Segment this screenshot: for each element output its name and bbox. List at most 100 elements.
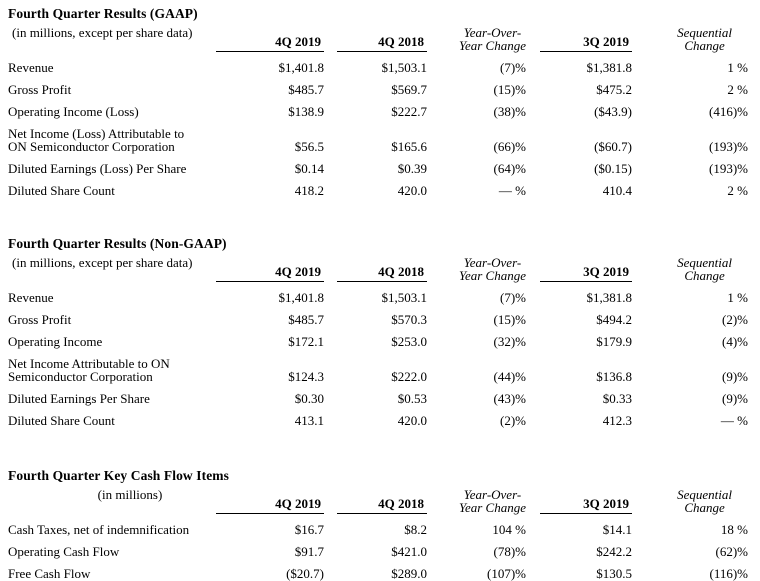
row-label: Diluted Share Count <box>8 183 115 198</box>
cell-value: $0.39 <box>397 161 427 176</box>
cell-value: (4)% <box>722 334 748 349</box>
column-header: 4Q 2019 <box>216 265 324 282</box>
row-label: Diluted Share Count <box>8 413 115 428</box>
cell-value: (15)% <box>493 82 527 97</box>
column-header: Sequential Change <box>632 488 748 514</box>
column-header-label: Year-Over- Year Change <box>458 25 526 53</box>
cell-value: $16.7 <box>294 522 324 537</box>
cell-value: $165.6 <box>391 139 427 154</box>
cell-value: 420.0 <box>397 183 427 198</box>
cell-value: 1 % <box>727 290 748 305</box>
cell-value: 2 % <box>727 183 748 198</box>
table-row: Operating Income (Loss) $138.9 $222.7 (38)%… <box>8 96 748 118</box>
cell-value: $289.0 <box>391 566 427 581</box>
cell-value: $485.7 <box>288 82 324 97</box>
column-header: Year-Over- Year Change <box>427 488 526 514</box>
cell-value: $1,401.8 <box>278 290 325 305</box>
table-cash-flow-items: Fourth Quarter Key Cash Flow Items (in mi… <box>8 468 749 581</box>
cell-value: $475.2 <box>596 82 632 97</box>
cell-value: (32)% <box>493 334 527 349</box>
cell-value: $0.30 <box>294 391 324 406</box>
cell-value: $136.8 <box>596 369 632 384</box>
cell-value: (107)% <box>487 566 526 581</box>
row-label: Free Cash Flow <box>8 566 91 581</box>
cell-value: — % <box>498 183 526 198</box>
cell-value: ($43.9) <box>594 104 632 119</box>
table-row: Diluted Earnings Per Share $0.30 $0.53 (43)… <box>8 383 748 405</box>
cell-value: $494.2 <box>596 312 632 327</box>
cell-value: $56.5 <box>294 139 324 154</box>
cell-value: $172.1 <box>288 334 324 349</box>
table-header-row: (in millions) 4Q 2019 4Q 2018 Year-Over- Ye… <box>8 488 748 514</box>
table-row: Gross Profit $485.7 $570.3 (15)% $494.2 (2)% <box>8 304 748 326</box>
cell-value: 2 % <box>727 82 748 97</box>
cell-value: $222.7 <box>391 104 427 119</box>
column-header: 3Q 2019 <box>540 265 632 282</box>
cell-value: $1,381.8 <box>586 290 633 305</box>
column-header: 3Q 2019 <box>540 497 632 514</box>
cell-value: (64)% <box>493 161 527 176</box>
cell-value: $222.0 <box>391 369 427 384</box>
table-row: Free Cash Flow ($20.7) $289.0 (107)% $130.5 (… <box>8 558 748 580</box>
table-title: Fourth Quarter Key Cash Flow Items <box>8 468 230 483</box>
cell-value: (416)% <box>709 104 748 119</box>
table-row: Gross Profit $485.7 $569.7 (15)% $475.2 2 % <box>8 74 748 96</box>
row-label: Operating Income (Loss) <box>8 104 139 119</box>
cell-value: $138.9 <box>288 104 324 119</box>
column-header-label: Sequential Change <box>677 25 732 53</box>
table-row: Operating Income $172.1 $253.0 (32)% $179.9 (… <box>8 326 748 348</box>
cell-value: (116)% <box>709 566 748 581</box>
column-header: Year-Over- Year Change <box>427 256 526 282</box>
cell-value: $130.5 <box>596 566 632 581</box>
cell-value: (9)% <box>722 391 748 406</box>
row-label: Diluted Earnings (Loss) Per Share <box>8 161 187 176</box>
column-header: Sequential Change <box>632 256 748 282</box>
cell-value: (78)% <box>493 544 527 559</box>
cell-value: $421.0 <box>391 544 427 559</box>
row-label: Revenue <box>8 60 54 75</box>
cell-value: $242.2 <box>596 544 632 559</box>
cell-value: $485.7 <box>288 312 324 327</box>
cell-value: $124.3 <box>288 369 324 384</box>
cell-value: (66)% <box>493 139 527 154</box>
table-row: Net Income (Loss) Attributable to ON Sem… <box>8 118 748 153</box>
cell-value: 413.1 <box>294 413 324 428</box>
cell-value: $0.14 <box>294 161 324 176</box>
column-header: 4Q 2019 <box>216 497 324 514</box>
cell-value: ($60.7) <box>594 139 632 154</box>
cell-value: (2)% <box>722 312 748 327</box>
row-label: Net Income (Loss) Attributable to ON Sem… <box>8 126 185 154</box>
column-header: 4Q 2019 <box>216 35 324 52</box>
table-row: Diluted Earnings (Loss) Per Share $0.14 $0… <box>8 153 748 175</box>
column-header: Year-Over- Year Change <box>427 26 526 52</box>
table-subtitle: (in millions, except per share data) <box>12 25 193 40</box>
table-row: Revenue $1,401.8 $1,503.1 (7)% $1,381.8 1 % <box>8 282 748 304</box>
cell-value: 1 % <box>727 60 748 75</box>
cell-value: $253.0 <box>391 334 427 349</box>
table-header-row: (in millions, except per share data) 4Q 2… <box>8 26 748 52</box>
table-row: Revenue $1,401.8 $1,503.1 (7)% $1,381.8 1 % <box>8 52 748 74</box>
cell-value: (62)% <box>715 544 749 559</box>
column-header: 4Q 2018 <box>337 35 427 52</box>
cell-value: $569.7 <box>391 82 427 97</box>
column-header-label: Year-Over- Year Change <box>458 255 526 283</box>
column-header-label: Sequential Change <box>677 487 732 515</box>
cell-value: (7)% <box>500 60 526 75</box>
cell-value: $91.7 <box>294 544 324 559</box>
cell-value: 104 % <box>492 522 526 537</box>
cell-value: ($0.15) <box>594 161 632 176</box>
cell-value: $0.33 <box>602 391 632 406</box>
table-non-gaap-results: Fourth Quarter Results (Non-GAAP) (in mil… <box>8 237 748 428</box>
cell-value: $1,503.1 <box>381 290 428 305</box>
cell-value: $8.2 <box>404 522 427 537</box>
table-row: Net Income Attributable to ON Semiconduc… <box>8 348 748 383</box>
cell-value: $1,381.8 <box>586 60 633 75</box>
table-header-row: (in millions, except per share data) 4Q 2… <box>8 256 748 282</box>
row-label: Revenue <box>8 290 54 305</box>
column-header: 4Q 2018 <box>337 497 427 514</box>
cell-value: 420.0 <box>397 413 427 428</box>
cell-value: (38)% <box>493 104 527 119</box>
column-header: Sequential Change <box>632 26 748 52</box>
cell-value: (2)% <box>500 413 526 428</box>
cell-value: $1,401.8 <box>278 60 325 75</box>
